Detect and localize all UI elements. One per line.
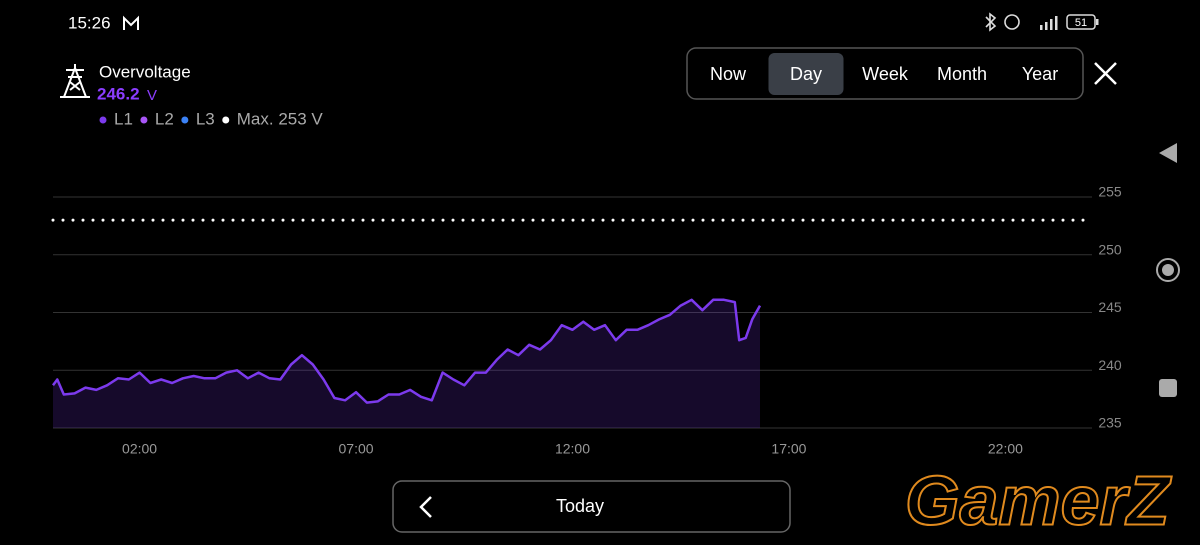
chart: L1 L2 L3 Max. 253 V 235 240 245 250 255 02:00 07:0… [51,109,1122,457]
tab[interactable]: Year [1022,64,1058,84]
close-button[interactable] [1094,62,1117,85]
reading: 246.2 [97,84,140,103]
nav-back[interactable] [1159,143,1177,163]
signal-icon [1040,16,1058,30]
y-tick-label: 245 [1098,299,1122,315]
legend-dot [181,116,189,124]
tab-bar [686,47,1084,100]
legend-label: L1 [114,109,133,128]
x-tick-label: 22:00 [988,441,1023,457]
title: Overvoltage [99,62,191,81]
bluetooth-icon [985,12,997,32]
x-tick-label: 02:00 [122,441,157,457]
nav-recents[interactable] [1159,379,1177,397]
legend-max-label: Max. 253 V [237,109,324,128]
tab[interactable]: Now [710,64,747,84]
battery-level: 51 [1075,17,1087,29]
legend-dot [99,116,107,124]
x-tick-label: 07:00 [339,441,374,457]
line [51,298,762,404]
mail-icon [123,15,139,30]
battery-icon [1066,14,1096,30]
nav-home[interactable] [1156,258,1180,282]
reading-unit: V [147,87,157,104]
date-selector [392,480,791,533]
y-tick-label: 250 [1098,241,1122,257]
date-label[interactable]: Today [556,496,604,516]
tab-selected [768,53,844,95]
x-tick-label: 12:00 [555,441,590,457]
y-tick-label: 240 [1098,357,1122,373]
previous-button[interactable] [419,496,432,518]
legend-dot [222,116,230,124]
status-time: 15:26 [68,13,111,32]
r-icon [1004,14,1020,30]
area [53,299,760,428]
pylon-icon [60,64,90,98]
tab[interactable]: Month [937,64,987,84]
legend-dot [140,116,148,124]
tab[interactable]: Week [862,64,909,84]
battery-tip [1096,19,1099,25]
y-tick-label: 255 [1098,184,1122,200]
watermark: GamerZ [905,461,1172,539]
legend-label: L2 [155,109,174,128]
tab[interactable]: Day [790,64,822,84]
x-tick-label: 17:00 [771,441,806,457]
legend-label: L3 [196,109,215,128]
nav-home-dot [1162,264,1174,276]
y-tick-label: 235 [1098,415,1122,431]
